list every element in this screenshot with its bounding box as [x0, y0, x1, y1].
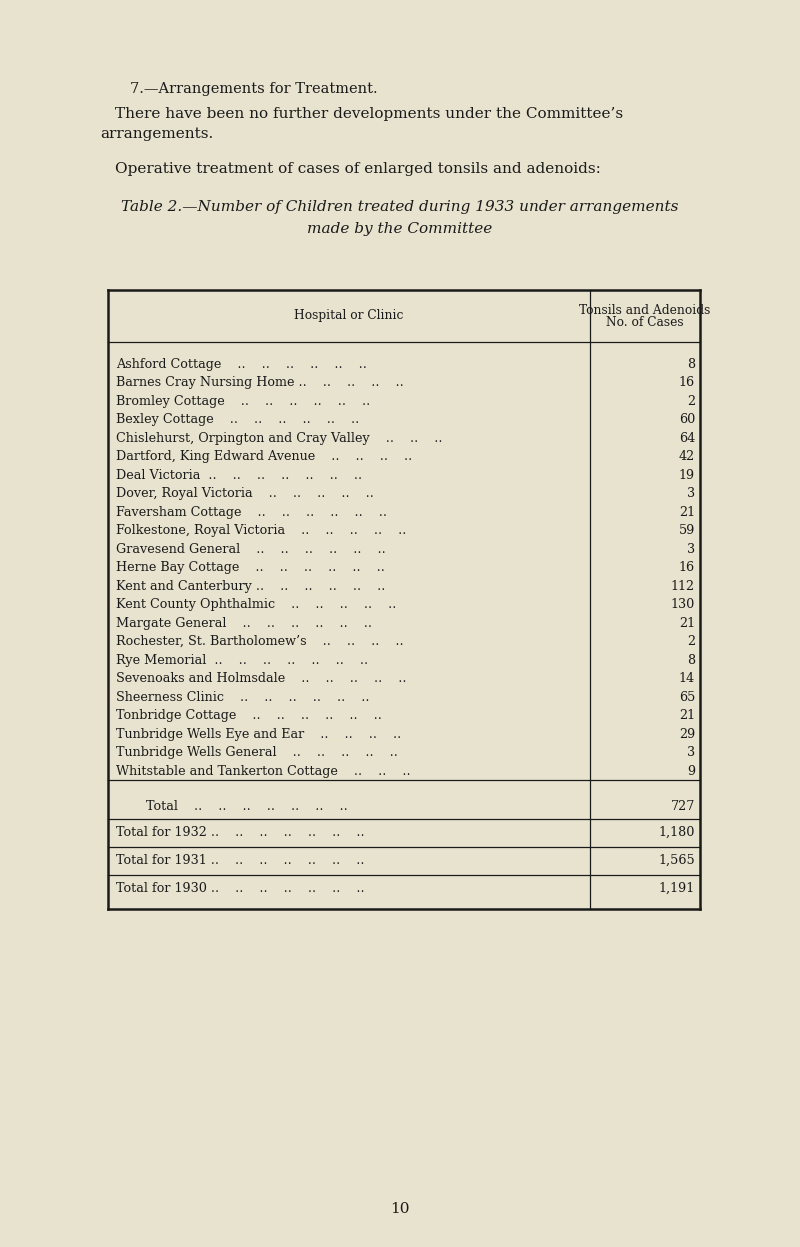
- Text: Table 2.—Number of Children treated during 1933 under arrangements: Table 2.—Number of Children treated duri…: [122, 200, 678, 214]
- Text: 7.—Arrangements for Treatment.: 7.—Arrangements for Treatment.: [130, 82, 378, 96]
- Text: Whitstable and Tankerton Cottage    ..    ..    ..: Whitstable and Tankerton Cottage .. .. .…: [116, 764, 410, 778]
- Text: Herne Bay Cottage    ..    ..    ..    ..    ..    ..: Herne Bay Cottage .. .. .. .. .. ..: [116, 561, 385, 574]
- Text: Total for 1930 ..    ..    ..    ..    ..    ..    ..: Total for 1930 .. .. .. .. .. .. ..: [116, 882, 365, 895]
- Text: 2: 2: [687, 394, 695, 408]
- Text: 130: 130: [670, 599, 695, 611]
- Text: 16: 16: [679, 377, 695, 389]
- Text: There have been no further developments under the Committee’s: There have been no further developments …: [115, 107, 623, 121]
- Text: 21: 21: [679, 506, 695, 519]
- Text: Tunbridge Wells Eye and Ear    ..    ..    ..    ..: Tunbridge Wells Eye and Ear .. .. .. ..: [116, 728, 402, 741]
- Text: Chislehurst, Orpington and Cray Valley    ..    ..    ..: Chislehurst, Orpington and Cray Valley .…: [116, 431, 442, 445]
- Text: 3: 3: [687, 488, 695, 500]
- Text: 29: 29: [678, 728, 695, 741]
- Text: Barnes Cray Nursing Home ..    ..    ..    ..    ..: Barnes Cray Nursing Home .. .. .. .. ..: [116, 377, 404, 389]
- Text: Dover, Royal Victoria    ..    ..    ..    ..    ..: Dover, Royal Victoria .. .. .. .. ..: [116, 488, 374, 500]
- Text: Gravesend General    ..    ..    ..    ..    ..    ..: Gravesend General .. .. .. .. .. ..: [116, 542, 386, 556]
- Text: 19: 19: [679, 469, 695, 481]
- Text: 1,565: 1,565: [658, 854, 695, 867]
- Text: 65: 65: [678, 691, 695, 703]
- Text: Tonbridge Cottage    ..    ..    ..    ..    ..    ..: Tonbridge Cottage .. .. .. .. .. ..: [116, 710, 382, 722]
- Text: 59: 59: [678, 524, 695, 537]
- Text: 42: 42: [678, 450, 695, 463]
- Text: 727: 727: [670, 799, 695, 813]
- Text: Tonsils and Adenoids: Tonsils and Adenoids: [579, 304, 710, 318]
- Text: 3: 3: [687, 746, 695, 759]
- Text: 112: 112: [671, 580, 695, 592]
- Text: arrangements.: arrangements.: [100, 127, 214, 141]
- Text: 9: 9: [687, 764, 695, 778]
- Text: 21: 21: [679, 617, 695, 630]
- Text: Bexley Cottage    ..    ..    ..    ..    ..    ..: Bexley Cottage .. .. .. .. .. ..: [116, 413, 359, 426]
- Text: 8: 8: [687, 653, 695, 667]
- Text: Operative treatment of cases of enlarged tonsils and adenoids:: Operative treatment of cases of enlarged…: [115, 162, 601, 176]
- Text: Total    ..    ..    ..    ..    ..    ..    ..: Total .. .. .. .. .. .. ..: [146, 799, 348, 813]
- Text: Hospital or Clinic: Hospital or Clinic: [294, 309, 404, 323]
- Text: 3: 3: [687, 542, 695, 556]
- Text: Total for 1931 ..    ..    ..    ..    ..    ..    ..: Total for 1931 .. .. .. .. .. .. ..: [116, 854, 365, 867]
- Text: Dartford, King Edward Avenue    ..    ..    ..    ..: Dartford, King Edward Avenue .. .. .. ..: [116, 450, 412, 463]
- Text: 60: 60: [678, 413, 695, 426]
- Text: No. of Cases: No. of Cases: [606, 315, 684, 328]
- Text: 16: 16: [679, 561, 695, 574]
- Text: 1,191: 1,191: [658, 882, 695, 895]
- Text: Margate General    ..    ..    ..    ..    ..    ..: Margate General .. .. .. .. .. ..: [116, 617, 372, 630]
- Text: 21: 21: [679, 710, 695, 722]
- Text: made by the Committee: made by the Committee: [307, 222, 493, 236]
- Text: Sevenoaks and Holmsdale    ..    ..    ..    ..    ..: Sevenoaks and Holmsdale .. .. .. .. ..: [116, 672, 406, 685]
- Text: Faversham Cottage    ..    ..    ..    ..    ..    ..: Faversham Cottage .. .. .. .. .. ..: [116, 506, 387, 519]
- Text: 8: 8: [687, 358, 695, 370]
- Text: Bromley Cottage    ..    ..    ..    ..    ..    ..: Bromley Cottage .. .. .. .. .. ..: [116, 394, 370, 408]
- Text: Sheerness Clinic    ..    ..    ..    ..    ..    ..: Sheerness Clinic .. .. .. .. .. ..: [116, 691, 370, 703]
- Text: 10: 10: [390, 1202, 410, 1216]
- Text: 14: 14: [679, 672, 695, 685]
- Text: Kent County Ophthalmic    ..    ..    ..    ..    ..: Kent County Ophthalmic .. .. .. .. ..: [116, 599, 396, 611]
- Text: Kent and Canterbury ..    ..    ..    ..    ..    ..: Kent and Canterbury .. .. .. .. .. ..: [116, 580, 386, 592]
- Text: 2: 2: [687, 635, 695, 648]
- Text: Ashford Cottage    ..    ..    ..    ..    ..    ..: Ashford Cottage .. .. .. .. .. ..: [116, 358, 367, 370]
- Text: Total for 1932 ..    ..    ..    ..    ..    ..    ..: Total for 1932 .. .. .. .. .. .. ..: [116, 826, 365, 839]
- Text: Deal Victoria  ..    ..    ..    ..    ..    ..    ..: Deal Victoria .. .. .. .. .. .. ..: [116, 469, 362, 481]
- Text: Rochester, St. Bartholomew’s    ..    ..    ..    ..: Rochester, St. Bartholomew’s .. .. .. ..: [116, 635, 404, 648]
- Text: Rye Memorial  ..    ..    ..    ..    ..    ..    ..: Rye Memorial .. .. .. .. .. .. ..: [116, 653, 368, 667]
- Text: Folkestone, Royal Victoria    ..    ..    ..    ..    ..: Folkestone, Royal Victoria .. .. .. .. .…: [116, 524, 406, 537]
- Text: 1,180: 1,180: [658, 826, 695, 839]
- Text: 64: 64: [678, 431, 695, 445]
- Text: Tunbridge Wells General    ..    ..    ..    ..    ..: Tunbridge Wells General .. .. .. .. ..: [116, 746, 398, 759]
